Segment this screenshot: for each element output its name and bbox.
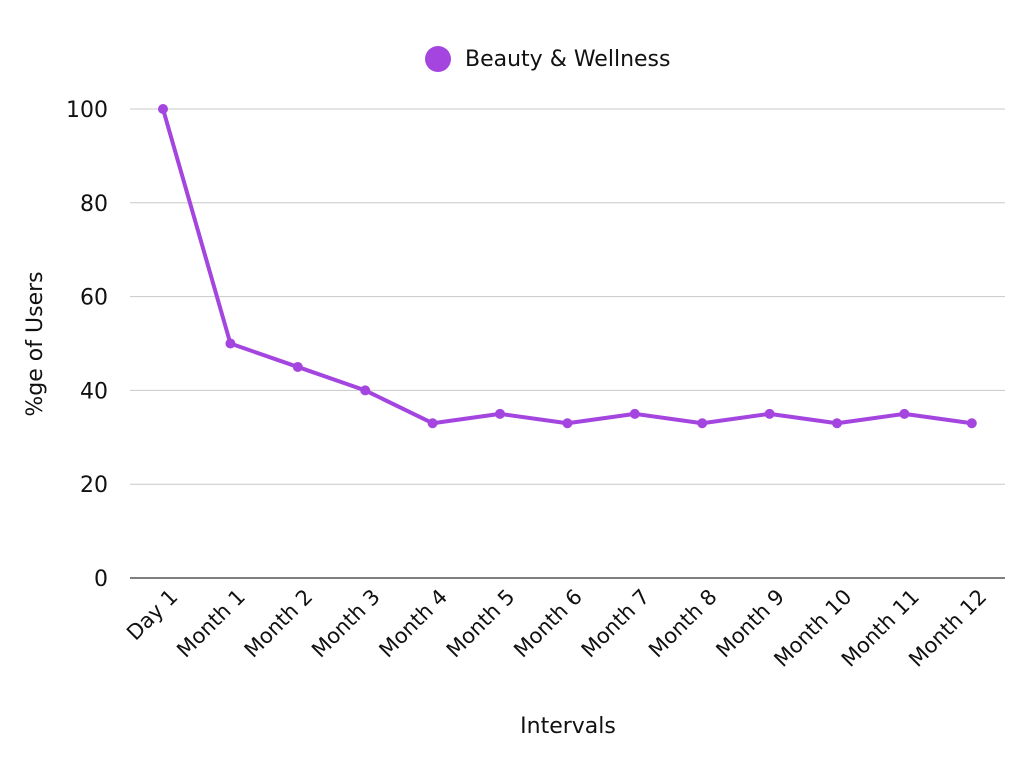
legend-swatch: [425, 46, 451, 72]
x-tick-label: Month 5: [442, 585, 520, 663]
series-layer: [158, 104, 977, 429]
data-point[interactable]: [360, 385, 371, 396]
data-point[interactable]: [562, 418, 573, 429]
series-line: [161, 107, 974, 426]
y-axis-ticks: 0 20 40 60 80 100: [66, 98, 108, 592]
x-tick-label: Month 6: [509, 585, 587, 663]
x-tick-label: Month 3: [307, 585, 385, 663]
data-point[interactable]: [495, 408, 505, 419]
data-point[interactable]: [292, 361, 303, 372]
y-axis-title: %ge of Users: [23, 271, 48, 416]
data-point[interactable]: [158, 104, 168, 114]
y-tick-label: 60: [80, 286, 108, 311]
data-point[interactable]: [832, 418, 842, 429]
legend-label-beauty-wellness: Beauty & Wellness: [465, 47, 670, 72]
x-tick-label: Day 1: [122, 585, 182, 645]
data-point[interactable]: [966, 418, 977, 429]
x-tick-label: Month 2: [240, 585, 318, 663]
y-tick-label: 100: [66, 98, 108, 123]
data-point[interactable]: [764, 408, 775, 419]
y-tick-label: 80: [80, 192, 108, 217]
x-tick-label: Month 8: [644, 585, 722, 663]
y-tick-label: 40: [80, 379, 108, 404]
data-point[interactable]: [225, 338, 236, 349]
data-point[interactable]: [629, 408, 640, 419]
data-point[interactable]: [697, 418, 708, 429]
data-point[interactable]: [427, 418, 438, 429]
y-tick-label: 20: [80, 473, 108, 498]
legend[interactable]: Beauty & Wellness: [425, 46, 670, 72]
y-tick-label: 0: [94, 567, 108, 592]
x-tick-label: Month 7: [577, 585, 655, 663]
data-point[interactable]: [899, 408, 910, 419]
x-axis-title: Intervals: [520, 714, 616, 739]
x-tick-label: Month 1: [172, 585, 250, 663]
x-tick-label: Month 4: [374, 585, 452, 663]
gridlines: [130, 108, 1005, 579]
